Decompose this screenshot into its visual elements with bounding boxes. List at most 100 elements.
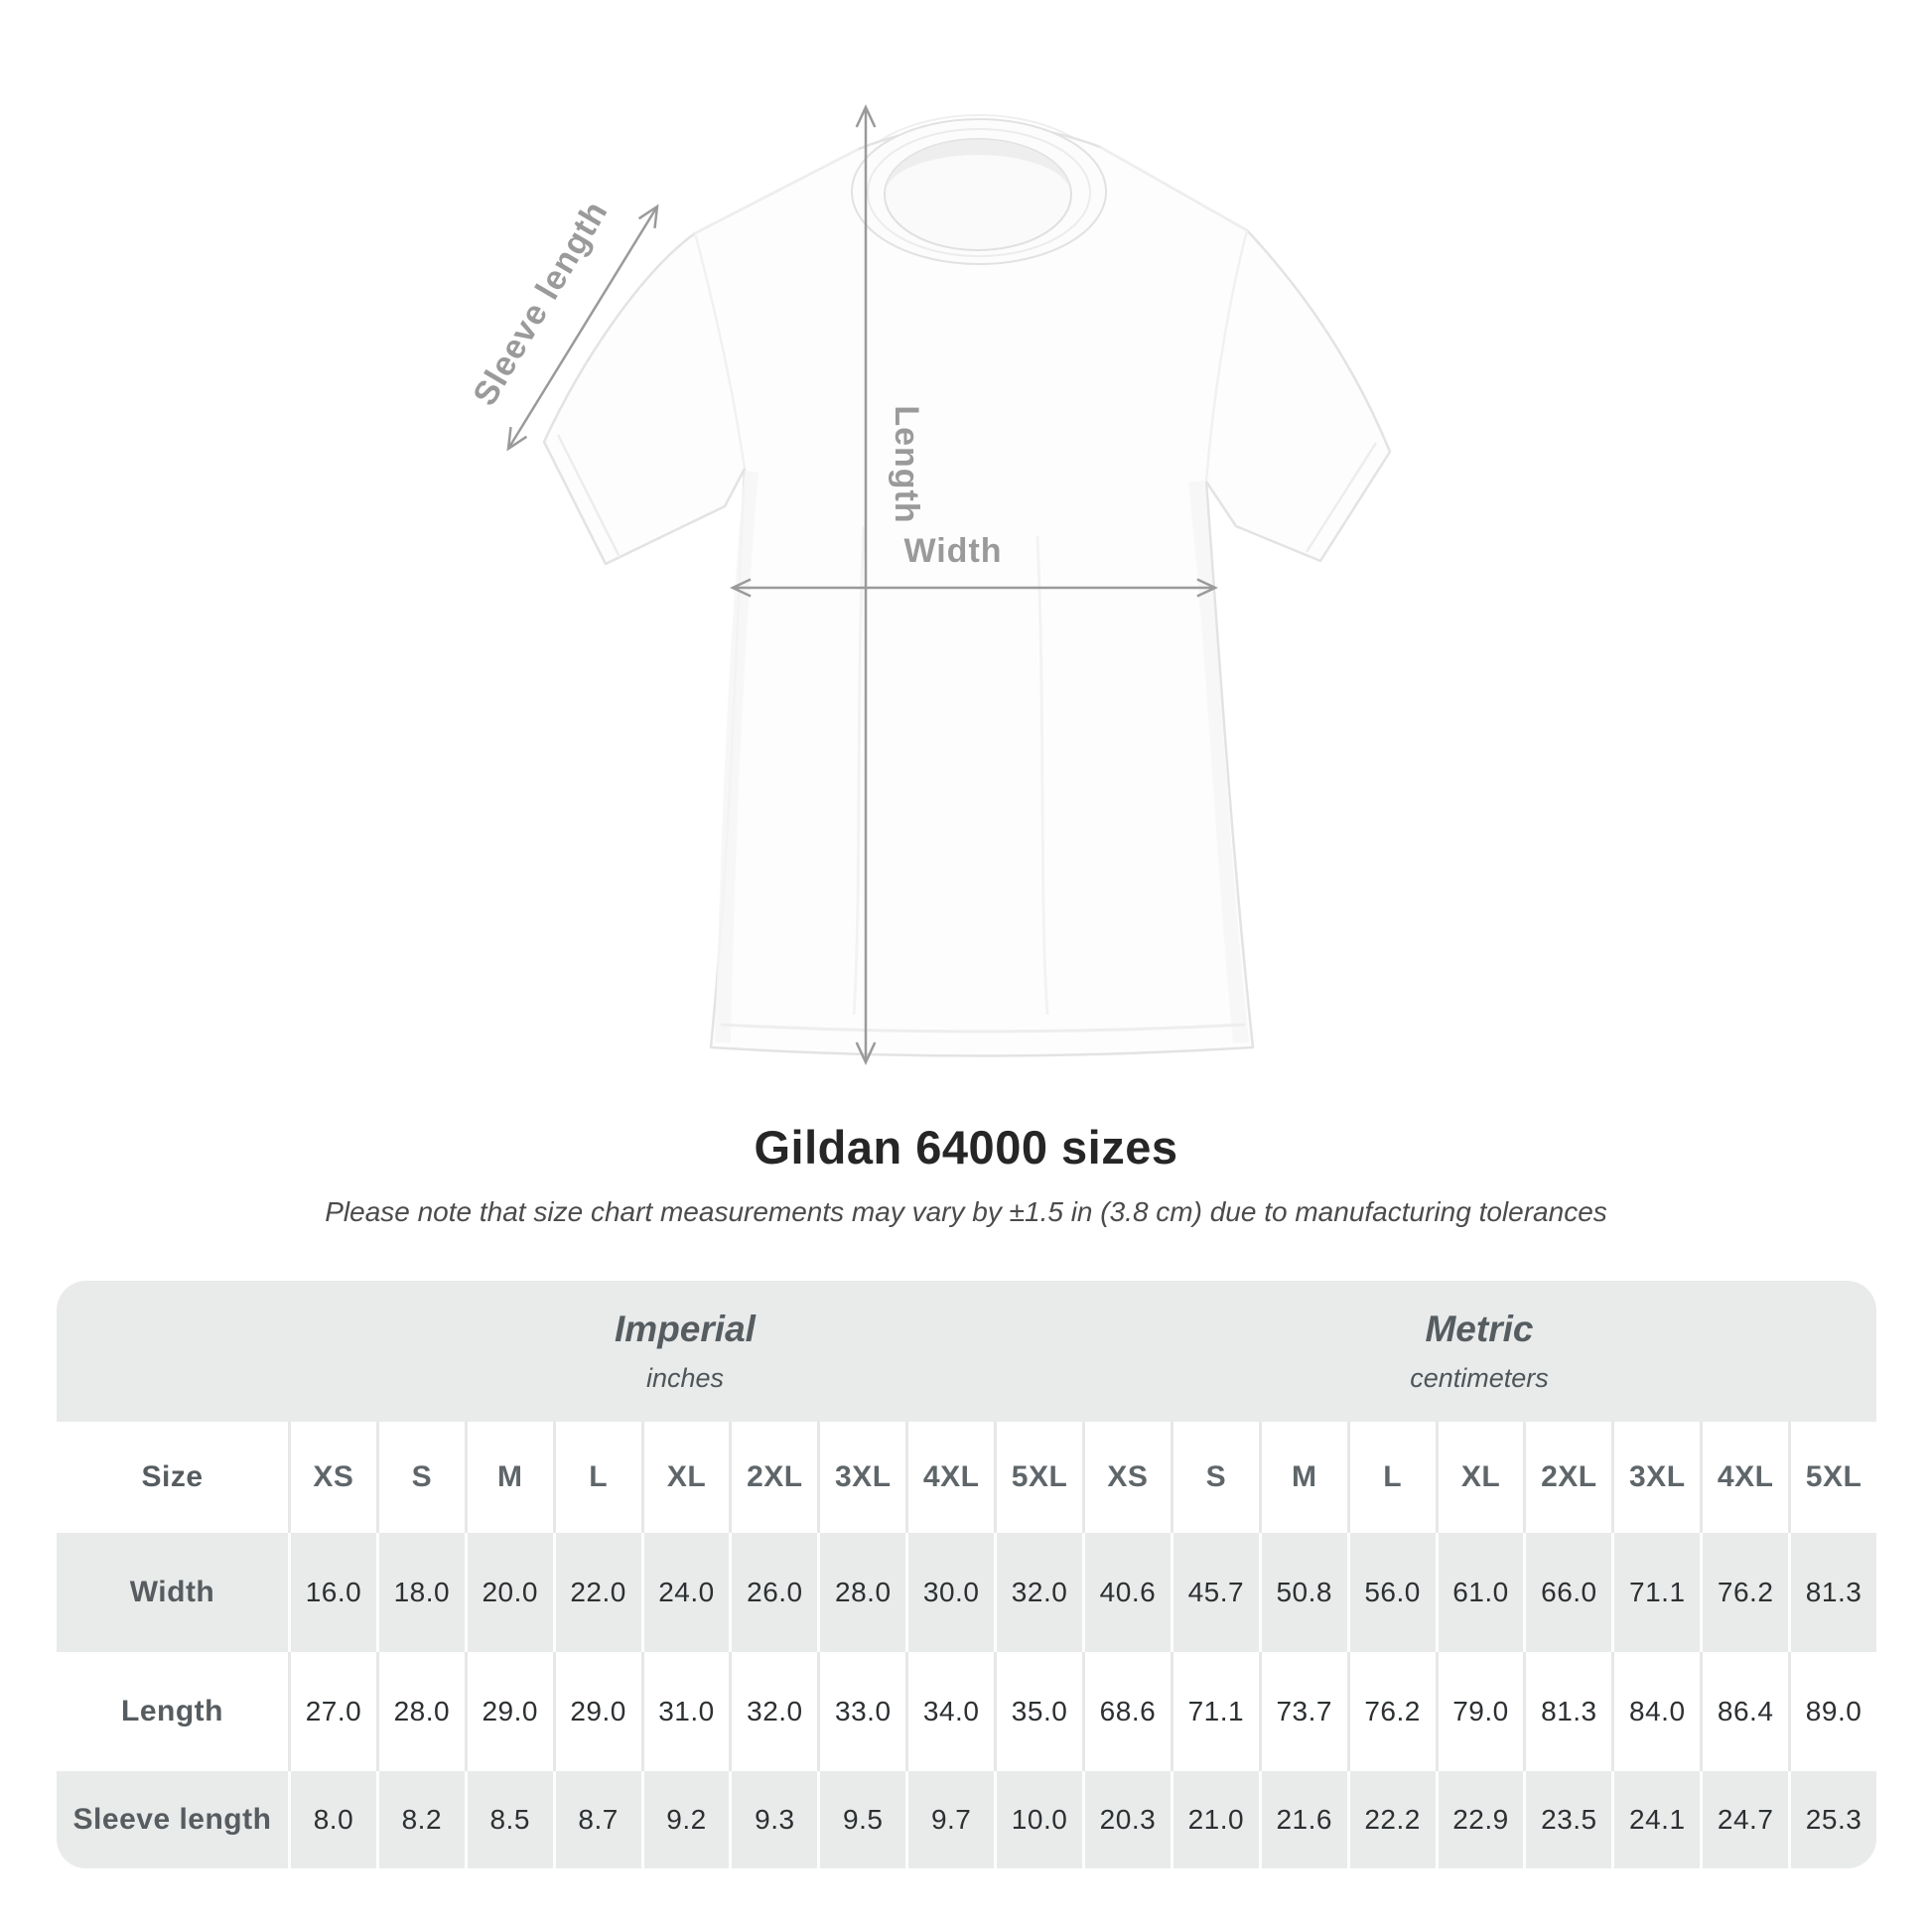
value-cell: 24.7	[1700, 1771, 1789, 1868]
width-label: Width	[903, 532, 1002, 570]
value-cell: 56.0	[1346, 1533, 1436, 1652]
value-cell: 8.5	[464, 1771, 553, 1868]
value-cell: 34.0	[905, 1652, 995, 1771]
value-cell: 9.5	[817, 1771, 906, 1868]
size-header-cell: 2XL	[1523, 1422, 1612, 1533]
value-cell: 32.0	[994, 1533, 1082, 1652]
size-header-cell: 5XL	[1788, 1422, 1876, 1533]
tshirt-body	[542, 123, 1392, 1057]
value-cell: 28.0	[817, 1533, 906, 1652]
size-header-cell: M	[1258, 1422, 1347, 1533]
heading-block: Gildan 64000 sizes Please note that size…	[0, 1120, 1932, 1228]
value-cell: 71.1	[1170, 1652, 1259, 1771]
width-arrow	[730, 578, 1218, 598]
value-cell: 32.0	[729, 1652, 818, 1771]
fold-line	[852, 525, 866, 1016]
right-side-shading	[1188, 481, 1249, 1042]
value-cell: 9.7	[905, 1771, 995, 1868]
value-cell: 25.3	[1788, 1771, 1876, 1868]
imperial-label: Imperial	[615, 1309, 756, 1349]
row-label-sleeve-length: Sleeve length	[57, 1771, 288, 1868]
value-cell: 86.4	[1700, 1652, 1789, 1771]
right-cuff-seam	[1305, 442, 1378, 553]
value-cell: 8.0	[288, 1771, 376, 1868]
band-corner	[57, 1281, 288, 1422]
size-header-cell: 4XL	[905, 1422, 995, 1533]
size-header-cell: XL	[640, 1422, 730, 1533]
size-header-cell: 3XL	[1611, 1422, 1701, 1533]
row-label-width: Width	[57, 1533, 288, 1652]
left-side-shading	[715, 471, 759, 1042]
sleeve-length-arrow	[506, 204, 659, 452]
imperial-units: inches	[645, 1363, 725, 1393]
value-cell: 21.0	[1170, 1771, 1259, 1868]
value-cell: 10.0	[994, 1771, 1082, 1868]
value-cell: 8.7	[552, 1771, 641, 1868]
length-label: Length	[888, 405, 925, 523]
value-cell: 30.0	[905, 1533, 995, 1652]
size-header-cell: XL	[1435, 1422, 1524, 1533]
size-header-cell: 4XL	[1700, 1422, 1789, 1533]
page-title: Gildan 64000 sizes	[754, 1121, 1178, 1173]
value-cell: 40.6	[1081, 1533, 1171, 1652]
size-header-cell: S	[375, 1422, 465, 1533]
left-cuff-seam	[556, 434, 621, 558]
metric-group-header: Metric centimeters	[1081, 1281, 1876, 1422]
size-header-cell: XS	[288, 1422, 376, 1533]
value-cell: 22.2	[1346, 1771, 1436, 1868]
size-header-cell: L	[552, 1422, 641, 1533]
size-column-header: Size	[57, 1422, 288, 1533]
value-cell: 24.0	[640, 1533, 730, 1652]
value-cell: 9.3	[729, 1771, 818, 1868]
metric-label: Metric	[1425, 1309, 1534, 1349]
value-cell: 8.2	[375, 1771, 465, 1868]
value-cell: 66.0	[1523, 1533, 1612, 1652]
size-header-cell: M	[464, 1422, 553, 1533]
value-cell: 68.6	[1081, 1652, 1171, 1771]
collar-stitch	[867, 128, 1091, 257]
value-cell: 20.0	[464, 1533, 553, 1652]
right-shoulder-seam	[1099, 145, 1248, 232]
value-cell: 9.2	[640, 1771, 730, 1868]
size-header-cell: 2XL	[729, 1422, 818, 1533]
value-cell: 26.0	[729, 1533, 818, 1652]
size-header-cell: L	[1346, 1422, 1436, 1533]
value-cell: 21.6	[1258, 1771, 1347, 1868]
value-cell: 84.0	[1611, 1652, 1701, 1771]
value-cell: 71.1	[1611, 1533, 1701, 1652]
value-cell: 81.3	[1523, 1652, 1612, 1771]
value-cell: 29.0	[552, 1652, 641, 1771]
hem-seam	[720, 1023, 1246, 1034]
size-chart-table: Imperial inches Metric centimeters Size …	[57, 1281, 1876, 1868]
value-cell: 61.0	[1435, 1533, 1524, 1652]
value-cell: 28.0	[375, 1652, 465, 1771]
metric-units: centimeters	[1410, 1363, 1549, 1393]
value-cell: 22.0	[552, 1533, 641, 1652]
value-cell: 31.0	[640, 1652, 730, 1771]
value-cell: 18.0	[375, 1533, 465, 1652]
value-cell: 73.7	[1258, 1652, 1347, 1771]
size-header-cell: S	[1170, 1422, 1259, 1533]
value-cell: 16.0	[288, 1533, 376, 1652]
value-cell: 23.5	[1523, 1771, 1612, 1868]
left-shoulder-seam	[694, 147, 860, 235]
value-cell: 76.2	[1700, 1533, 1789, 1652]
value-cell: 29.0	[464, 1652, 553, 1771]
imperial-group-header: Imperial inches	[288, 1281, 1082, 1422]
size-header-cell: 3XL	[817, 1422, 906, 1533]
value-cell: 50.8	[1258, 1533, 1347, 1652]
value-cell: 27.0	[288, 1652, 376, 1771]
size-header-cell: 5XL	[994, 1422, 1082, 1533]
value-cell: 33.0	[817, 1652, 906, 1771]
value-cell: 89.0	[1788, 1652, 1876, 1771]
value-cell: 20.3	[1081, 1771, 1171, 1868]
left-armhole-seam	[693, 232, 747, 470]
value-cell: 35.0	[994, 1652, 1082, 1771]
value-cell: 76.2	[1346, 1652, 1436, 1771]
size-header-cell: XS	[1081, 1422, 1171, 1533]
tshirt-diagram: Sleeve length Length Width	[466, 104, 1392, 1065]
value-cell: 22.9	[1435, 1771, 1524, 1868]
row-label-length: Length	[57, 1652, 288, 1771]
right-armhole-seam	[1204, 229, 1249, 483]
